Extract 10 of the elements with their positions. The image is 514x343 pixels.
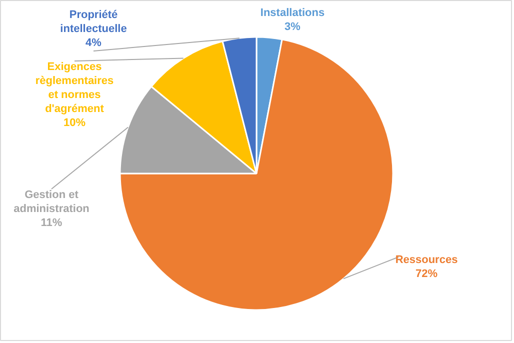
data-label: 3%: [284, 21, 301, 33]
slice-label: Propriété intellectuelle: [60, 9, 127, 35]
slice-label: Exigences règlementaires et normes d'agrément: [35, 61, 114, 115]
slice-label: Gestion et administration: [14, 189, 90, 215]
data-label: 10%: [63, 117, 86, 129]
data-label: 11%: [40, 217, 62, 229]
slice-label: Ressources: [395, 254, 458, 266]
data-label: 72%: [415, 268, 438, 280]
slice-label: Installations: [260, 7, 325, 19]
data-label: 4%: [86, 37, 102, 49]
